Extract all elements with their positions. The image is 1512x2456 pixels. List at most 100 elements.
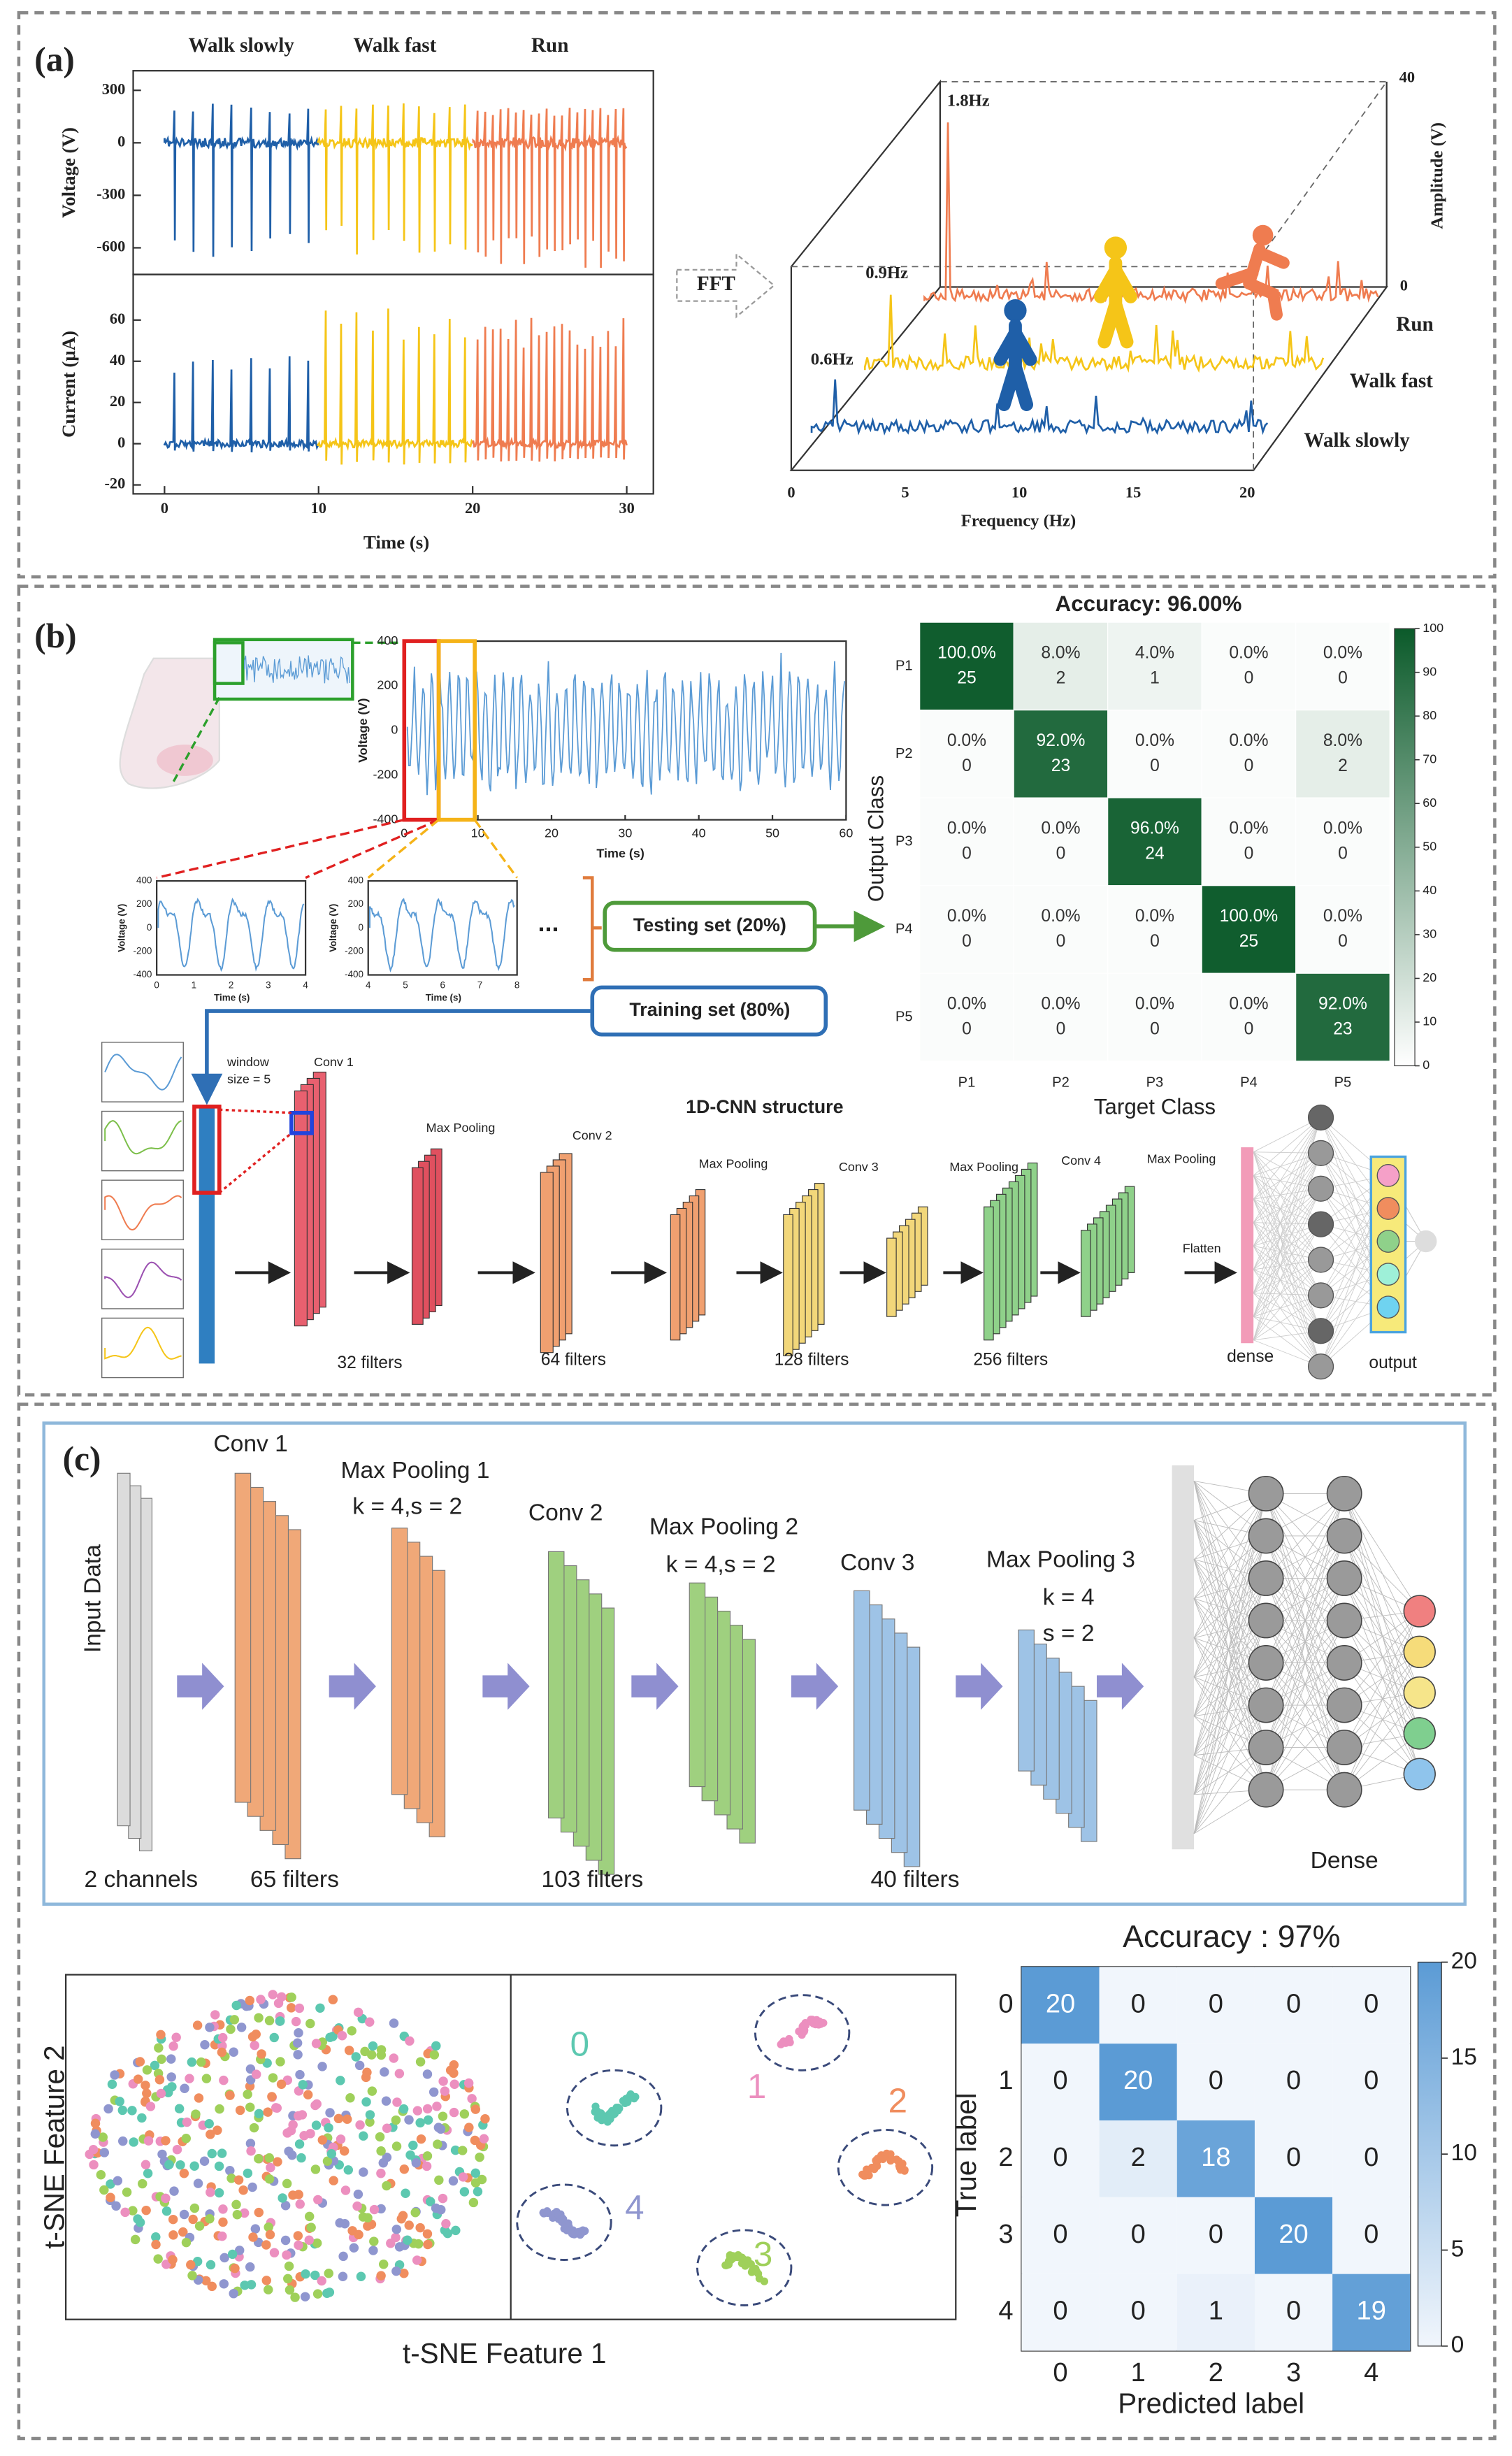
- input-thumbnail: [101, 1042, 184, 1103]
- cell-value: 20: [1279, 2220, 1308, 2249]
- tsne-point: [378, 2260, 389, 2269]
- matrix-cell: [1099, 1967, 1177, 2044]
- thumbnail-trace: [104, 1261, 182, 1298]
- series-label: Walk slowly: [1304, 429, 1410, 452]
- cell-value: 1: [1209, 2297, 1223, 2326]
- x-tick-label: 60: [839, 826, 853, 840]
- cell-value: 0: [1364, 1989, 1378, 2018]
- tsne-point: [356, 2271, 366, 2281]
- matrix-cell: [919, 622, 1014, 711]
- tsne-point: [278, 2193, 287, 2203]
- tsne-point: [423, 2115, 433, 2125]
- colorbar-label: 60: [1423, 796, 1437, 810]
- matrix-cell: [1013, 885, 1109, 974]
- connector: [473, 819, 519, 879]
- tsne-point: [187, 2271, 197, 2281]
- node: [1307, 1282, 1334, 1309]
- tsne-point: [479, 2134, 489, 2143]
- input-bar: [199, 1106, 215, 1364]
- tsne-point: [210, 2010, 220, 2020]
- connection: [1253, 1269, 1321, 1367]
- phase-label: Run: [531, 34, 568, 57]
- tsne-point: [470, 2168, 481, 2178]
- tsne-point: [181, 2237, 192, 2248]
- freq-tick-label: 20: [1239, 484, 1255, 501]
- node: [1326, 1730, 1362, 1765]
- output-node: [1376, 1230, 1400, 1253]
- connector: [171, 641, 401, 784]
- connector: [367, 819, 440, 879]
- node: [1248, 1475, 1284, 1511]
- tsne-point: [339, 2146, 350, 2156]
- tsne-point: [381, 2096, 391, 2106]
- matrix-cell: [1332, 1967, 1411, 2044]
- x-tick-label: 30: [619, 499, 634, 517]
- matrix-cell: [1013, 797, 1109, 886]
- feature-map: [234, 1472, 252, 1803]
- tsne-point: [376, 2271, 386, 2281]
- x-axis-label: Target Class: [1094, 1094, 1216, 1119]
- connection: [1193, 1493, 1267, 1638]
- tsne-point: [463, 2078, 474, 2088]
- tsne-point: [317, 2135, 328, 2145]
- cell-value: 0: [1053, 2143, 1067, 2172]
- y-axis-label: Voltage (V): [116, 904, 127, 952]
- tsne-point: [338, 2271, 348, 2281]
- matrix-cell: [1254, 2120, 1333, 2197]
- tsne-point: [347, 2026, 357, 2036]
- y-tick-label: 40: [110, 351, 125, 368]
- thumbnail-trace: [104, 1326, 182, 1360]
- tsne-point: [336, 2134, 346, 2144]
- node: [1326, 1475, 1362, 1511]
- matrix-cell: [1176, 1967, 1255, 2044]
- tsne-point: [459, 2109, 470, 2119]
- tsne-point: [558, 2214, 567, 2222]
- connection: [1193, 1481, 1267, 1579]
- tsne-point: [412, 2106, 423, 2116]
- connection: [1253, 1198, 1321, 1296]
- connection: [1193, 1704, 1267, 1795]
- tsne-point: [433, 2139, 442, 2149]
- tsne-point: [217, 2231, 227, 2241]
- tsne-point: [741, 2262, 749, 2270]
- tsne-point: [781, 2039, 789, 2047]
- tsne-point: [354, 2229, 363, 2240]
- cell-count: 0: [1150, 932, 1160, 951]
- tsne-point: [431, 2203, 441, 2213]
- tsne-point: [750, 2267, 758, 2276]
- cell-value: 19: [1357, 2297, 1386, 2326]
- cell-percent: 92.0%: [1318, 995, 1367, 1014]
- tsne-point: [240, 2281, 250, 2290]
- tsne-point: [153, 2254, 163, 2264]
- cell-percent: 0.0%: [1229, 819, 1268, 838]
- tsne-point: [182, 2117, 192, 2127]
- feature-map: [391, 1528, 408, 1795]
- y-tick-label: -600: [96, 238, 125, 255]
- cell-value: 0: [1053, 2066, 1067, 2095]
- tsne-point: [243, 2089, 252, 2099]
- matrix-cell: [1176, 2120, 1255, 2197]
- filter-label: 64 filters: [541, 1350, 606, 1369]
- tsne-point: [154, 2075, 165, 2085]
- amp-tick-label: 0: [1400, 277, 1408, 294]
- x-tick-label: 4: [366, 980, 371, 991]
- connection: [1193, 1493, 1267, 1834]
- plot-frame: [367, 879, 518, 976]
- colorbar-label: 70: [1423, 752, 1437, 766]
- tsne-point: [312, 2289, 323, 2299]
- tsne-point: [137, 2113, 147, 2123]
- tsne-point: [423, 2239, 433, 2250]
- tsne-point: [896, 2166, 905, 2174]
- connection: [1265, 1704, 1345, 1790]
- panel-a-frame: [17, 11, 1497, 579]
- row-label: P4: [895, 921, 913, 937]
- tsne-point: [264, 2016, 275, 2025]
- tsne-point: [166, 2072, 176, 2082]
- tsne-point: [438, 2111, 448, 2121]
- matrix-cell: [919, 797, 1014, 886]
- tsne-point: [106, 2192, 115, 2203]
- tsne-point: [724, 2260, 733, 2268]
- x-tick-label: 5: [403, 980, 408, 991]
- peak-label: 0.6Hz: [811, 350, 854, 369]
- colorbar: [1417, 1961, 1442, 2347]
